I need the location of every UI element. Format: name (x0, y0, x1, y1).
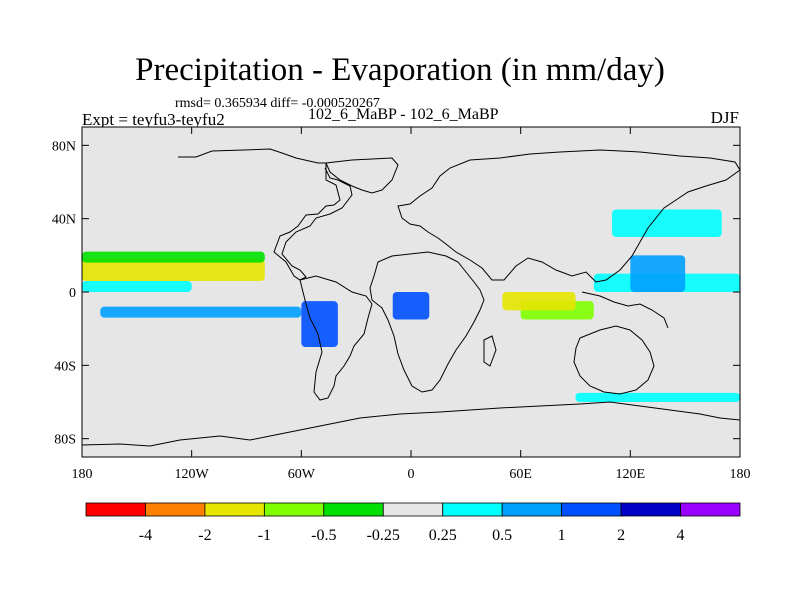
coastline-south-america (299, 275, 373, 401)
colorbar-box (204, 502, 265, 517)
anomaly-region-2 (100, 306, 302, 318)
season-label: DJF (710, 108, 739, 127)
colorbar-box (323, 502, 384, 517)
colorbar-label: -1 (258, 527, 271, 544)
colorbar-label: 1 (558, 527, 566, 544)
y-tick-label: 80N (52, 139, 76, 154)
anomaly-region-4 (301, 301, 338, 347)
colorbar-label: 4 (677, 527, 685, 544)
colorbar-box (442, 502, 503, 517)
chart-title: Precipitation - Evaporation (in mm/day) (135, 52, 665, 88)
anomaly-region-9 (630, 255, 686, 292)
anomaly-region-3 (82, 281, 192, 292)
colorbar-label: -4 (139, 527, 152, 544)
x-tick-label: 120E (616, 467, 646, 482)
stats-line: rmsd= 0.365934 diff= -0.000520267 (175, 96, 380, 111)
colorbar-box (145, 502, 206, 517)
colorbar-label: 0.5 (492, 527, 512, 544)
anomaly-layer (82, 209, 740, 402)
coastline-australia (573, 325, 655, 395)
colorbar-label: -0.5 (311, 527, 336, 544)
colorbar-box (501, 502, 563, 517)
colorbar-label: 0.25 (429, 527, 457, 544)
y-tick-label: 80S (54, 433, 76, 448)
x-tick-label: 0 (408, 467, 415, 482)
coastline-maritime-continent (581, 291, 669, 329)
anomaly-region-5 (392, 292, 430, 320)
case-label: 102_6_MaBP - 102_6_MaBP (308, 106, 499, 123)
colorbar: -4 -2 -1 -0.5 -0.25 0.25 0.5 1 2 4 (85, 502, 741, 544)
colorbar-box (85, 502, 146, 517)
x-tick-label: 180 (730, 467, 751, 482)
colorbar-label: -2 (198, 527, 211, 544)
coastline-greenland (325, 157, 399, 194)
y-tick-label: 40N (52, 213, 76, 228)
colorbar-box (680, 502, 741, 517)
anomaly-region-0 (82, 259, 265, 281)
anomaly-region-10 (575, 392, 740, 402)
anomaly-region-7 (502, 292, 576, 311)
colorbar-label: -0.25 (367, 527, 400, 544)
coastline-layer (82, 148, 740, 447)
coastline-africa (369, 251, 485, 393)
colorbar-box (382, 502, 444, 517)
coastline-antarctica (82, 401, 740, 447)
y-tick-label: 40S (54, 359, 76, 374)
anomaly-region-11 (612, 209, 722, 237)
x-tick-label: 60E (509, 467, 532, 482)
y-tick-label: 0 (69, 286, 76, 301)
coastline-madagascar (483, 335, 497, 367)
axis-layer: 180 120W 60W 0 60E 120E 180 80N 40N 0 40S 80S (52, 127, 751, 482)
colorbar-box (263, 502, 325, 517)
x-tick-label: 120W (175, 467, 210, 482)
colorbar-label: 2 (617, 527, 625, 544)
anomaly-region-1 (82, 251, 265, 263)
coastline-eurasia (397, 149, 740, 283)
x-tick-label: 180 (72, 467, 93, 482)
coastline-north-america (178, 148, 353, 281)
colorbar-box (620, 502, 681, 517)
colorbar-box (561, 502, 622, 517)
x-tick-label: 60W (288, 467, 316, 482)
experiment-label: Expt = teyfu3-teyfu2 (82, 110, 225, 129)
